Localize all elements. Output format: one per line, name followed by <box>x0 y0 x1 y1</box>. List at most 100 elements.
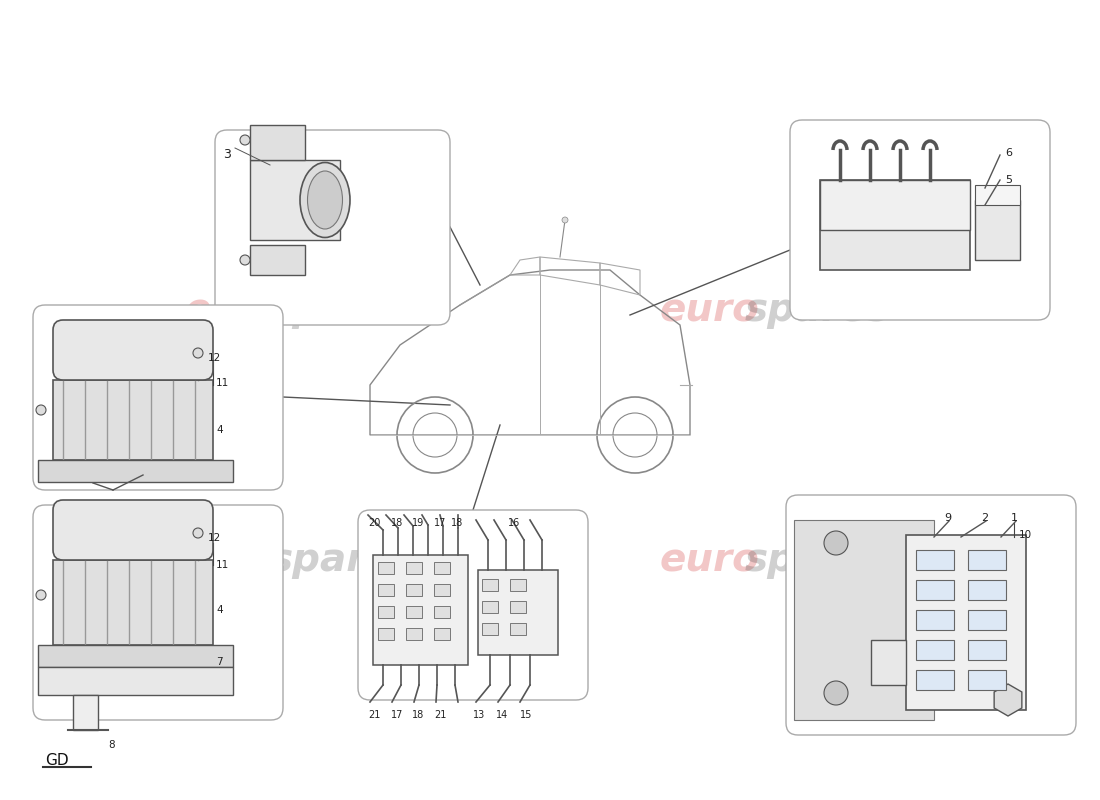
Circle shape <box>192 348 204 358</box>
Bar <box>968 580 1006 600</box>
Text: 17: 17 <box>390 710 404 720</box>
Text: 21: 21 <box>368 710 381 720</box>
Bar <box>482 623 498 635</box>
Bar <box>378 606 394 618</box>
Bar <box>820 180 970 230</box>
Text: 2: 2 <box>981 513 988 523</box>
Text: 21: 21 <box>434 710 447 720</box>
Bar <box>53 380 213 460</box>
Bar <box>250 125 305 160</box>
Bar <box>434 606 450 618</box>
FancyBboxPatch shape <box>53 500 213 560</box>
Text: 11: 11 <box>216 560 229 570</box>
Bar <box>975 200 1020 260</box>
Bar <box>39 667 233 695</box>
Bar <box>968 550 1006 570</box>
Text: 17: 17 <box>434 518 447 528</box>
Text: euro: euro <box>185 291 285 329</box>
Bar <box>39 460 233 482</box>
Text: 12: 12 <box>208 353 221 363</box>
FancyBboxPatch shape <box>786 495 1076 735</box>
Circle shape <box>240 255 250 265</box>
Circle shape <box>240 135 250 145</box>
Bar <box>250 160 340 240</box>
Bar <box>510 623 526 635</box>
Circle shape <box>36 405 46 415</box>
Bar <box>73 695 98 730</box>
Text: spares: spares <box>270 541 416 579</box>
Bar <box>510 579 526 591</box>
Text: 6: 6 <box>1005 148 1012 158</box>
Polygon shape <box>994 684 1022 716</box>
FancyBboxPatch shape <box>33 505 283 720</box>
Text: 3: 3 <box>223 148 231 161</box>
Bar <box>794 520 934 720</box>
Text: 18: 18 <box>390 518 404 528</box>
Text: euro: euro <box>185 541 285 579</box>
Text: 4: 4 <box>216 425 222 435</box>
Circle shape <box>192 528 204 538</box>
Bar <box>250 245 305 275</box>
Text: 13: 13 <box>473 710 485 720</box>
Text: 7: 7 <box>216 657 222 667</box>
Circle shape <box>824 681 848 705</box>
Circle shape <box>562 217 568 223</box>
Bar <box>916 640 954 660</box>
Circle shape <box>36 590 46 600</box>
Text: 12: 12 <box>208 533 221 543</box>
Bar <box>378 584 394 596</box>
FancyBboxPatch shape <box>53 320 213 380</box>
Bar <box>871 640 906 685</box>
Bar <box>510 601 526 613</box>
Text: 16: 16 <box>508 518 520 528</box>
Bar <box>968 640 1006 660</box>
Text: GD: GD <box>45 753 68 768</box>
Ellipse shape <box>300 162 350 238</box>
Text: euro: euro <box>660 541 760 579</box>
Text: 15: 15 <box>520 710 532 720</box>
Text: 4: 4 <box>216 605 222 615</box>
Bar <box>406 562 422 574</box>
Text: 10: 10 <box>1019 530 1032 540</box>
Text: spares: spares <box>745 291 891 329</box>
Bar <box>406 606 422 618</box>
Bar <box>975 185 1020 205</box>
Bar <box>373 555 468 665</box>
Text: 14: 14 <box>496 710 508 720</box>
FancyBboxPatch shape <box>358 510 588 700</box>
Bar <box>478 570 558 655</box>
Bar <box>482 579 498 591</box>
Bar <box>906 535 1026 710</box>
Bar <box>406 628 422 640</box>
Bar <box>968 670 1006 690</box>
Bar <box>482 601 498 613</box>
FancyBboxPatch shape <box>790 120 1050 320</box>
Bar <box>378 628 394 640</box>
Bar <box>53 560 213 645</box>
Text: 18: 18 <box>412 710 425 720</box>
Bar <box>916 610 954 630</box>
Text: euro: euro <box>660 291 760 329</box>
Bar <box>820 180 970 270</box>
Bar <box>378 562 394 574</box>
Bar <box>434 628 450 640</box>
Text: 20: 20 <box>368 518 381 528</box>
Text: 19: 19 <box>412 518 425 528</box>
Bar <box>406 584 422 596</box>
Bar <box>39 645 233 667</box>
Text: 9: 9 <box>944 513 952 523</box>
Bar <box>916 580 954 600</box>
Ellipse shape <box>308 171 342 229</box>
Bar <box>916 670 954 690</box>
FancyBboxPatch shape <box>33 305 283 490</box>
Bar <box>434 562 450 574</box>
Circle shape <box>824 531 848 555</box>
Text: spares: spares <box>270 291 416 329</box>
Bar <box>434 584 450 596</box>
Text: 18: 18 <box>451 518 463 528</box>
Text: spares: spares <box>745 541 891 579</box>
Text: 1: 1 <box>1011 513 1018 523</box>
Bar <box>916 550 954 570</box>
FancyBboxPatch shape <box>214 130 450 325</box>
Text: 11: 11 <box>216 378 229 388</box>
